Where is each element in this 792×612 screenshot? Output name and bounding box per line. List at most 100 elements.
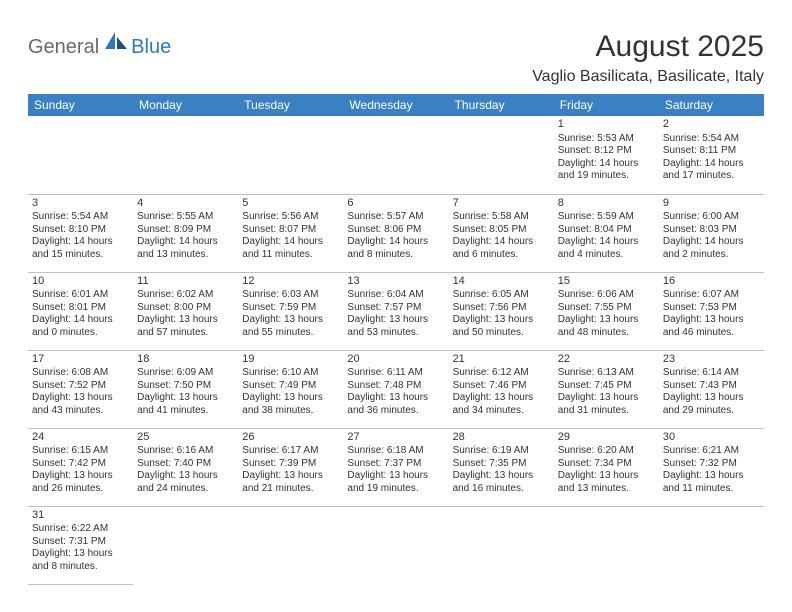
sunset-text: Sunset: 7:32 PM (663, 458, 760, 471)
sunrise-text: Sunrise: 6:00 AM (663, 211, 760, 224)
daylight-text: Daylight: 13 hours and 36 minutes. (347, 392, 444, 417)
sunrise-text: Sunrise: 6:09 AM (137, 367, 234, 380)
calendar-day-cell: 19Sunrise: 6:10 AMSunset: 7:49 PMDayligh… (238, 350, 343, 428)
calendar-day-cell: 6Sunrise: 5:57 AMSunset: 8:06 PMDaylight… (343, 194, 448, 272)
daylight-text: Daylight: 13 hours and 48 minutes. (558, 314, 655, 339)
logo: General Blue (28, 30, 171, 59)
day-number: 6 (347, 197, 444, 211)
daylight-text: Daylight: 14 hours and 13 minutes. (137, 236, 234, 261)
day-number: 9 (663, 197, 760, 211)
weekday-header: Thursday (449, 94, 554, 116)
calendar-day-cell: 22Sunrise: 6:13 AMSunset: 7:45 PMDayligh… (554, 350, 659, 428)
calendar-week-row: 24Sunrise: 6:15 AMSunset: 7:42 PMDayligh… (28, 428, 764, 506)
calendar-day-cell: 20Sunrise: 6:11 AMSunset: 7:48 PMDayligh… (343, 350, 448, 428)
sunset-text: Sunset: 8:03 PM (663, 224, 760, 237)
daylight-text: Daylight: 13 hours and 55 minutes. (242, 314, 339, 339)
day-number: 5 (242, 197, 339, 211)
calendar-week-row: 3Sunrise: 5:54 AMSunset: 8:10 PMDaylight… (28, 194, 764, 272)
calendar-empty-cell (554, 506, 659, 584)
calendar-day-cell: 21Sunrise: 6:12 AMSunset: 7:46 PMDayligh… (449, 350, 554, 428)
sunset-text: Sunset: 7:31 PM (32, 536, 129, 549)
calendar-day-cell: 29Sunrise: 6:20 AMSunset: 7:34 PMDayligh… (554, 428, 659, 506)
daylight-text: Daylight: 13 hours and 11 minutes. (663, 470, 760, 495)
sunset-text: Sunset: 8:05 PM (453, 224, 550, 237)
day-number: 16 (663, 275, 760, 289)
daylight-text: Daylight: 13 hours and 24 minutes. (137, 470, 234, 495)
calendar-day-cell: 9Sunrise: 6:00 AMSunset: 8:03 PMDaylight… (659, 194, 764, 272)
calendar-day-cell: 25Sunrise: 6:16 AMSunset: 7:40 PMDayligh… (133, 428, 238, 506)
day-number: 31 (32, 509, 129, 523)
sunrise-text: Sunrise: 5:56 AM (242, 211, 339, 224)
sunset-text: Sunset: 7:53 PM (663, 302, 760, 315)
sunrise-text: Sunrise: 6:15 AM (32, 445, 129, 458)
day-number: 15 (558, 275, 655, 289)
calendar-empty-cell (238, 116, 343, 194)
day-number: 8 (558, 197, 655, 211)
day-number: 27 (347, 431, 444, 445)
sunrise-text: Sunrise: 6:12 AM (453, 367, 550, 380)
sunrise-text: Sunrise: 6:06 AM (558, 289, 655, 302)
calendar-empty-cell (449, 116, 554, 194)
sunrise-text: Sunrise: 5:54 AM (663, 133, 760, 146)
day-number: 7 (453, 197, 550, 211)
day-number: 30 (663, 431, 760, 445)
location: Vaglio Basilicata, Basilicate, Italy (532, 68, 764, 86)
daylight-text: Daylight: 14 hours and 2 minutes. (663, 236, 760, 261)
daylight-text: Daylight: 13 hours and 41 minutes. (137, 392, 234, 417)
daylight-text: Daylight: 14 hours and 11 minutes. (242, 236, 339, 261)
sunrise-text: Sunrise: 6:02 AM (137, 289, 234, 302)
sunset-text: Sunset: 8:07 PM (242, 224, 339, 237)
daylight-text: Daylight: 13 hours and 26 minutes. (32, 470, 129, 495)
sunrise-text: Sunrise: 6:17 AM (242, 445, 339, 458)
logo-text-general: General (28, 36, 99, 59)
calendar-day-cell: 12Sunrise: 6:03 AMSunset: 7:59 PMDayligh… (238, 272, 343, 350)
calendar-empty-cell (343, 506, 448, 584)
calendar-day-cell: 18Sunrise: 6:09 AMSunset: 7:50 PMDayligh… (133, 350, 238, 428)
calendar-day-cell: 1Sunrise: 5:53 AMSunset: 8:12 PMDaylight… (554, 116, 659, 194)
sunset-text: Sunset: 8:06 PM (347, 224, 444, 237)
sunrise-text: Sunrise: 6:08 AM (32, 367, 129, 380)
month-title: August 2025 (532, 30, 764, 64)
daylight-text: Daylight: 14 hours and 0 minutes. (32, 314, 129, 339)
calendar-week-row: 1Sunrise: 5:53 AMSunset: 8:12 PMDaylight… (28, 116, 764, 194)
calendar-table: SundayMondayTuesdayWednesdayThursdayFrid… (28, 94, 764, 585)
daylight-text: Daylight: 14 hours and 8 minutes. (347, 236, 444, 261)
sunrise-text: Sunrise: 5:55 AM (137, 211, 234, 224)
day-number: 28 (453, 431, 550, 445)
daylight-text: Daylight: 13 hours and 50 minutes. (453, 314, 550, 339)
sunrise-text: Sunrise: 6:19 AM (453, 445, 550, 458)
calendar-day-cell: 7Sunrise: 5:58 AMSunset: 8:05 PMDaylight… (449, 194, 554, 272)
header: General Blue August 2025 Vaglio Basilica… (28, 30, 764, 86)
calendar-empty-cell (28, 116, 133, 194)
daylight-text: Daylight: 13 hours and 13 minutes. (558, 470, 655, 495)
sunset-text: Sunset: 7:52 PM (32, 380, 129, 393)
sunset-text: Sunset: 8:11 PM (663, 145, 760, 158)
sunset-text: Sunset: 7:46 PM (453, 380, 550, 393)
daylight-text: Daylight: 14 hours and 6 minutes. (453, 236, 550, 261)
calendar-day-cell: 30Sunrise: 6:21 AMSunset: 7:32 PMDayligh… (659, 428, 764, 506)
day-number: 19 (242, 353, 339, 367)
calendar-week-row: 10Sunrise: 6:01 AMSunset: 8:01 PMDayligh… (28, 272, 764, 350)
daylight-text: Daylight: 14 hours and 4 minutes. (558, 236, 655, 261)
day-number: 24 (32, 431, 129, 445)
weekday-header: Sunday (28, 94, 133, 116)
daylight-text: Daylight: 13 hours and 43 minutes. (32, 392, 129, 417)
day-number: 13 (347, 275, 444, 289)
weekday-header: Tuesday (238, 94, 343, 116)
calendar-day-cell: 26Sunrise: 6:17 AMSunset: 7:39 PMDayligh… (238, 428, 343, 506)
sunset-text: Sunset: 7:37 PM (347, 458, 444, 471)
calendar-day-cell: 5Sunrise: 5:56 AMSunset: 8:07 PMDaylight… (238, 194, 343, 272)
sunset-text: Sunset: 7:39 PM (242, 458, 339, 471)
sunrise-text: Sunrise: 6:16 AM (137, 445, 234, 458)
weekday-header: Wednesday (343, 94, 448, 116)
sunset-text: Sunset: 7:35 PM (453, 458, 550, 471)
calendar-day-cell: 10Sunrise: 6:01 AMSunset: 8:01 PMDayligh… (28, 272, 133, 350)
sunrise-text: Sunrise: 5:59 AM (558, 211, 655, 224)
calendar-empty-cell (449, 506, 554, 584)
calendar-day-cell: 11Sunrise: 6:02 AMSunset: 8:00 PMDayligh… (133, 272, 238, 350)
sunset-text: Sunset: 8:04 PM (558, 224, 655, 237)
daylight-text: Daylight: 13 hours and 34 minutes. (453, 392, 550, 417)
sunrise-text: Sunrise: 5:53 AM (558, 133, 655, 146)
day-number: 23 (663, 353, 760, 367)
day-number: 21 (453, 353, 550, 367)
